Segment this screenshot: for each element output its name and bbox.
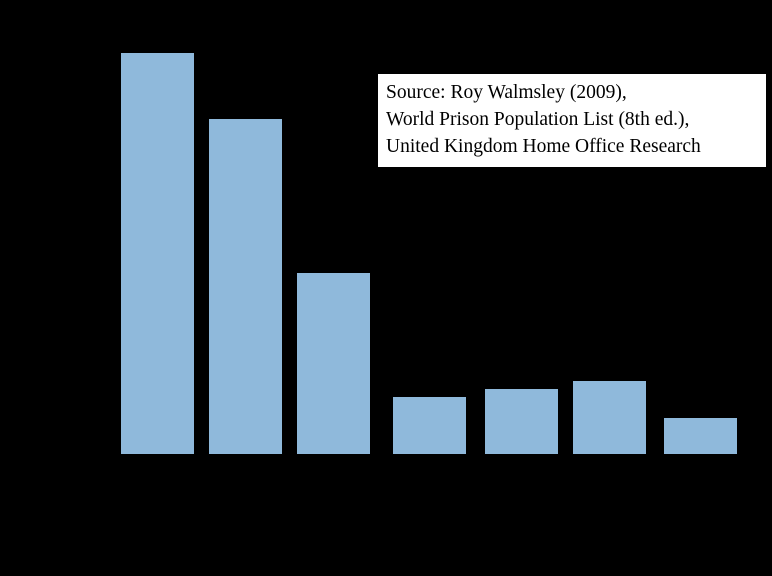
bar-5 xyxy=(484,388,559,455)
bar-4 xyxy=(392,396,467,455)
source-line-3: United Kingdom Home Office Research xyxy=(386,135,701,157)
source-line-1: Source: Roy Walmsley (2009), xyxy=(386,82,627,103)
bar-3 xyxy=(296,272,371,455)
source-line-2: World Prison Population List (8th ed.), xyxy=(386,108,690,130)
bar-6 xyxy=(572,380,647,455)
bar-2 xyxy=(208,118,283,455)
bar-7 xyxy=(663,417,738,455)
source-annotation-box: Source: Roy Walmsley (2009), World Priso… xyxy=(376,72,768,169)
x-axis-line xyxy=(97,455,772,457)
bar-1 xyxy=(120,52,195,455)
